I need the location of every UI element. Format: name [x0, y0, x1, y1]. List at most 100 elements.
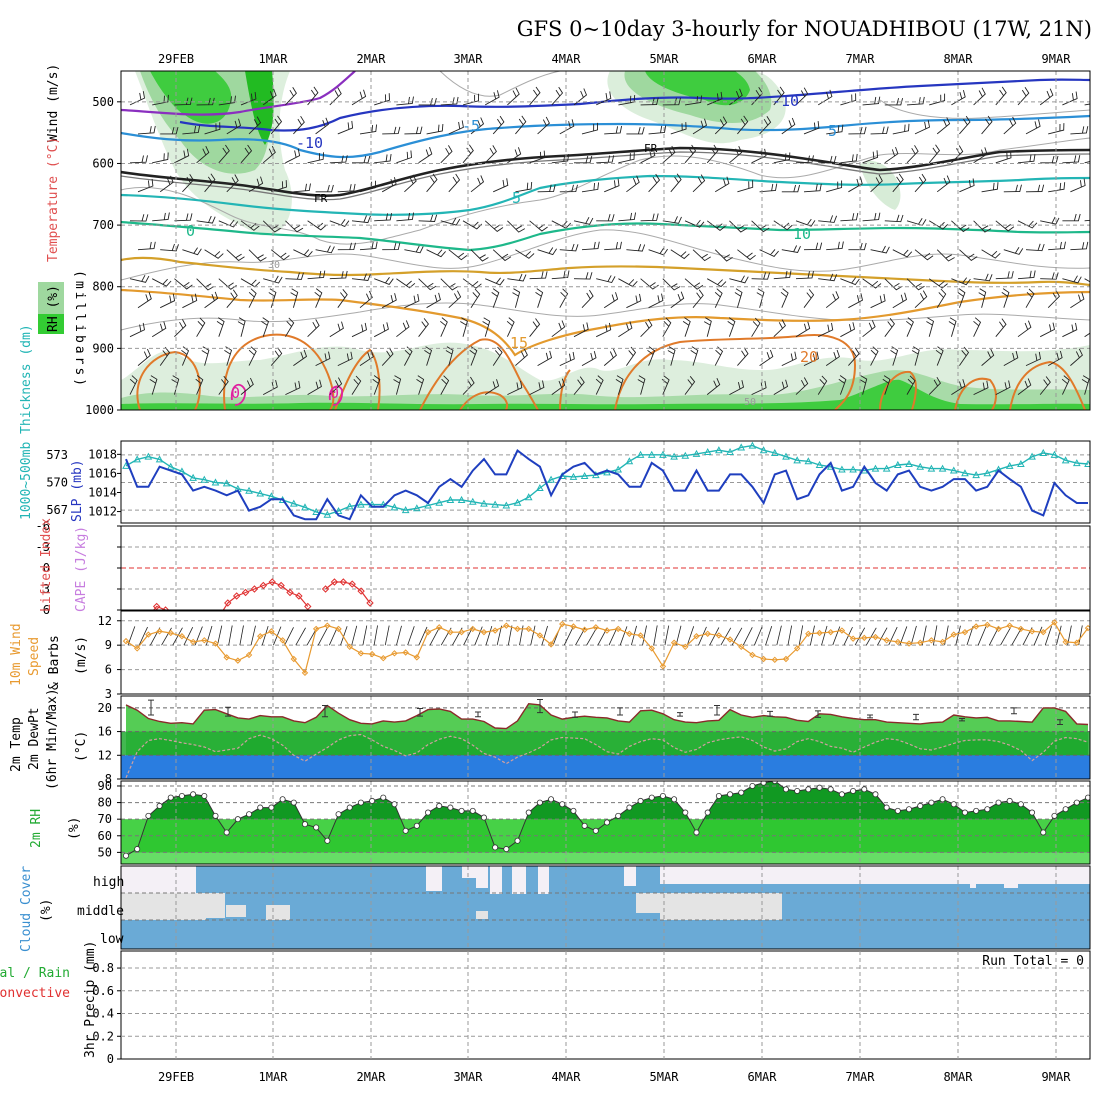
wind-barb: [781, 117, 796, 135]
wind-barb: [268, 288, 277, 308]
wind-barb: [795, 271, 814, 280]
wind-barb: [809, 625, 815, 646]
wind-barb: [492, 115, 505, 135]
rh-point: [1006, 797, 1013, 804]
rh-point: [178, 792, 185, 799]
date-label: 6MAR: [748, 1070, 778, 1084]
wind-barb: [727, 317, 736, 337]
tick-label: 500: [92, 95, 114, 109]
rh-point: [984, 806, 991, 813]
thickness-point: [905, 459, 913, 468]
wind-barb: [559, 351, 575, 367]
wind-barb: [226, 289, 238, 308]
contour-line: [121, 71, 356, 116]
thickness-point: [468, 497, 477, 505]
lifted-index-point: [250, 585, 259, 593]
thickness-point: [401, 506, 410, 514]
wind-speed-point: [637, 632, 644, 639]
wind-barb: [759, 349, 774, 366]
wind-barb: [618, 152, 635, 164]
tick-label: 16: [98, 725, 112, 739]
rh-point: [615, 812, 622, 819]
rh-point: [570, 807, 577, 814]
contour-label: 0: [231, 384, 240, 402]
date-label: 1MAR: [259, 1070, 289, 1084]
wind-speed-point: [816, 629, 823, 637]
wind-barb: [742, 627, 753, 646]
minmax-bar: [1057, 719, 1063, 725]
wind-barb: [714, 288, 723, 308]
cloud-cell: [1040, 884, 1052, 890]
thickness-point: [815, 460, 824, 468]
wind-barb: [714, 249, 733, 262]
wind-barb: [537, 350, 553, 366]
date-label: 7MAR: [846, 52, 876, 66]
wind-barb: [1017, 378, 1032, 395]
wind-barb: [396, 278, 416, 289]
wind-barb: [888, 626, 898, 646]
wind10-units: (m/s): [74, 636, 89, 675]
slp-axis: 573 570 567 1018 1016 1014 1012: [46, 447, 121, 519]
wind-barb: [661, 375, 670, 395]
rh-point: [492, 844, 499, 851]
wind-speed-point: [961, 628, 969, 636]
wind-barb: [448, 120, 464, 135]
tick-label: 0: [107, 1052, 114, 1066]
tick-label: 573: [46, 448, 68, 462]
wind-barb: [484, 220, 504, 232]
wind-barb: [596, 91, 612, 106]
rh-point: [167, 794, 174, 801]
thickness-point: [647, 450, 656, 458]
wind-barb: [981, 348, 995, 366]
wind-barb: [1040, 155, 1059, 164]
wind-barb: [462, 220, 483, 230]
wind-barb: [1039, 376, 1051, 395]
cloud-cell: [830, 884, 842, 890]
wind-barb: [329, 321, 344, 338]
wind-barb: [515, 115, 527, 135]
upper-wind-barbs: [129, 86, 1090, 396]
upper-rh-shading: [121, 71, 1090, 410]
wind-speed-point: [928, 637, 935, 644]
wind-barb: [795, 155, 814, 164]
rh-point: [290, 799, 297, 806]
wind-barb: [285, 220, 304, 233]
wind-barb: [892, 292, 908, 309]
rh-point: [805, 786, 812, 793]
slp-line: [125, 448, 1088, 521]
wind-speed-point: [212, 640, 219, 647]
wind-barb: [529, 271, 548, 280]
wind-speed-point: [145, 631, 152, 638]
wind-barb: [381, 347, 394, 366]
thickness-point: [547, 475, 555, 483]
wind-barb: [484, 90, 500, 106]
wind-speed-point: [950, 631, 957, 638]
temp-line: [125, 702, 1089, 730]
wind-barb: [604, 178, 620, 193]
rh-point: [369, 797, 376, 804]
tick-label: 8: [105, 772, 112, 786]
wind-barb: [978, 288, 987, 308]
wind-barb: [529, 86, 541, 106]
wind-barb: [240, 220, 260, 231]
wind-barb: [137, 292, 152, 309]
rh-point: [548, 796, 555, 803]
contour-label: 5: [512, 189, 521, 207]
wind-speed-point: [525, 625, 532, 633]
wind-barb: [129, 155, 148, 164]
wind-speed-point: [782, 655, 790, 663]
wind-barb: [1000, 627, 1011, 646]
lifted-index-point: [145, 614, 151, 620]
rh-point: [592, 827, 599, 834]
wind-barb: [462, 144, 474, 164]
wind-barb: [684, 278, 704, 290]
wind-barb: [862, 96, 881, 106]
wind-barb: [462, 93, 479, 106]
wind-barb: [216, 317, 225, 337]
wind-speed-point: [704, 630, 711, 637]
wind-barb: [1048, 182, 1066, 193]
wind-barb: [1017, 220, 1038, 229]
wind-barb: [596, 322, 612, 338]
wind-barb: [271, 180, 287, 193]
wind-barb: [315, 184, 334, 193]
